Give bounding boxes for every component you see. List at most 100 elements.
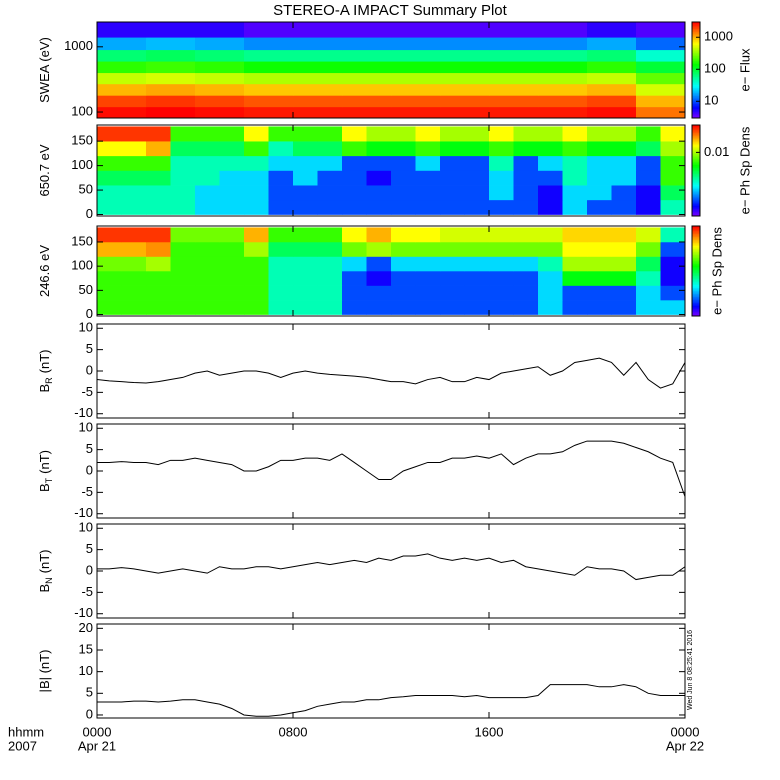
- heatmap-cell: [464, 170, 490, 186]
- heatmap-cell: [366, 141, 392, 157]
- colorbar-label: e− Ph Sp Dens: [709, 227, 724, 315]
- heatmap-cell: [219, 227, 245, 243]
- colorbar-step: [692, 194, 700, 197]
- colorbar-step: [692, 265, 700, 267]
- heatmap-cell: [415, 170, 441, 186]
- heatmap-cell: [440, 37, 490, 51]
- colorbar-step: [692, 287, 700, 290]
- heatmap-cell: [464, 271, 490, 286]
- heatmap-cell: [219, 199, 245, 215]
- y-tick-label: 0: [86, 306, 93, 321]
- colorbar-step: [692, 254, 700, 257]
- heatmap-cell: [97, 300, 122, 315]
- colorbar-step: [692, 92, 700, 95]
- heatmap-cell: [513, 256, 539, 272]
- heatmap-cell: [293, 61, 343, 74]
- heatmap-cell: [538, 37, 588, 51]
- heatmap-cell: [342, 95, 392, 108]
- heatmap-cell: [587, 37, 637, 51]
- heatmap-cell: [244, 199, 269, 215]
- colorbar-step: [692, 144, 700, 147]
- heatmap-cell: [660, 241, 686, 257]
- colorbar-step: [692, 203, 700, 206]
- heatmap-cell: [366, 241, 392, 257]
- y-axis-label-main: B: [37, 483, 52, 492]
- heatmap-cell: [538, 106, 588, 119]
- colorbar-step: [692, 22, 700, 25]
- heatmap-cell: [513, 155, 539, 171]
- data-line: [97, 553, 686, 581]
- heatmap-cell: [366, 170, 392, 186]
- y-tick-label: 1000: [64, 38, 93, 53]
- colorbar-step: [692, 313, 700, 315]
- colorbar-frame: [691, 21, 701, 119]
- heatmap-cell: [636, 83, 686, 96]
- heatmap-cell: [293, 83, 343, 96]
- y-tick-label: 20: [79, 620, 93, 635]
- heatmap-cell: [636, 22, 686, 38]
- heatmap-cell: [244, 72, 294, 85]
- heatmap-cell: [660, 271, 686, 286]
- heatmap-cell: [587, 227, 612, 243]
- heatmap-cell: [317, 285, 343, 301]
- year-label: 2007: [8, 738, 37, 753]
- colorbar-step: [692, 193, 700, 196]
- heatmap-cell: [660, 126, 686, 142]
- colorbar-step: [692, 108, 700, 111]
- heatmap-cell: [489, 170, 514, 186]
- heatmap-cell: [293, 199, 318, 215]
- heatmap-cell: [391, 155, 416, 171]
- heatmap-cell: [538, 256, 563, 272]
- colorbar-step: [692, 286, 700, 288]
- heatmap-cell: [244, 126, 269, 142]
- colorbar-step: [692, 41, 700, 44]
- colorbar-step: [692, 290, 700, 293]
- heatmap-cell: [342, 300, 367, 315]
- heatmap-cell: [611, 155, 637, 171]
- heatmap-cell: [562, 170, 588, 186]
- colorbar-step: [692, 26, 700, 29]
- heatmap-cell: [146, 170, 171, 186]
- heatmap-cell: [317, 241, 343, 257]
- heatmap-cell: [170, 241, 196, 257]
- heatmap-cell: [513, 141, 539, 157]
- heatmap-cell: [636, 61, 686, 74]
- heatmap-cell: [146, 61, 196, 74]
- heatmap-cell: [391, 199, 416, 215]
- heatmap-cell: [611, 300, 637, 315]
- heatmap-cell: [342, 155, 367, 171]
- heatmap-cell: [268, 227, 294, 243]
- colorbar-step: [692, 251, 700, 254]
- colorbar-step: [692, 141, 700, 144]
- heatmap-cell: [195, 72, 245, 85]
- heatmap-cell: [146, 106, 196, 119]
- heatmap-cell: [391, 300, 416, 315]
- colorbar-step: [692, 260, 700, 263]
- heatmap-cell: [562, 256, 588, 272]
- heatmap-cell: [538, 300, 563, 315]
- heatmap-cell: [219, 155, 245, 171]
- colorbar-step: [692, 227, 700, 230]
- heatmap-cell: [587, 241, 612, 257]
- heatmap-cell: [293, 185, 318, 201]
- colorbar-step: [692, 97, 700, 100]
- colorbar-step: [692, 173, 700, 176]
- heatmap-cell: [636, 141, 661, 157]
- heatmap-cell: [391, 227, 416, 243]
- heatmap-cell: [489, 241, 514, 257]
- heatmap-cell: [268, 300, 294, 315]
- colorbar-step: [692, 197, 700, 200]
- heatmap-cell: [97, 106, 147, 119]
- heatmap-cell: [636, 155, 661, 171]
- heatmap-cell: [195, 22, 245, 38]
- y-axis-label-sub: R: [44, 377, 54, 384]
- colorbar-step: [692, 103, 700, 106]
- y-axis-label-unit: (nT): [37, 549, 52, 573]
- heatmap-cell: [293, 49, 343, 62]
- colorbar-step: [692, 46, 700, 49]
- heatmap-cell: [391, 83, 441, 96]
- colorbar-step: [692, 98, 700, 101]
- heatmap-cell: [636, 49, 686, 62]
- colorbar-step: [692, 175, 700, 178]
- heatmap-cell: [538, 285, 563, 301]
